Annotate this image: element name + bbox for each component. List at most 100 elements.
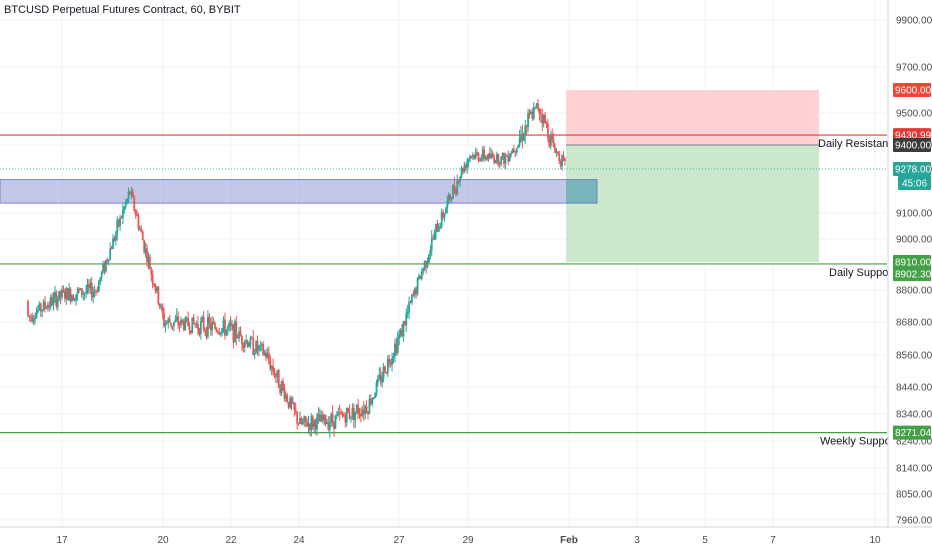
candle[interactable] — [362, 409, 365, 414]
candle[interactable] — [201, 316, 204, 321]
candle[interactable] — [71, 295, 73, 302]
candle[interactable] — [389, 362, 392, 365]
candle[interactable] — [447, 194, 450, 201]
candle[interactable] — [229, 322, 232, 326]
candle[interactable] — [556, 151, 559, 154]
candle[interactable] — [324, 415, 327, 424]
candle[interactable] — [367, 412, 369, 414]
candle[interactable] — [347, 408, 350, 413]
candle[interactable] — [262, 343, 265, 355]
candle[interactable] — [78, 289, 80, 291]
candle[interactable] — [551, 134, 554, 140]
candle[interactable] — [374, 393, 376, 398]
candle[interactable] — [473, 154, 476, 159]
candle[interactable] — [361, 409, 364, 417]
candle[interactable] — [293, 402, 296, 410]
candle[interactable] — [532, 107, 535, 119]
candle[interactable] — [75, 294, 78, 301]
candle[interactable] — [187, 317, 189, 326]
candle[interactable] — [103, 264, 106, 272]
candle[interactable] — [148, 256, 151, 269]
candle[interactable] — [178, 324, 181, 326]
candle[interactable] — [151, 274, 154, 284]
candle[interactable] — [273, 371, 276, 377]
candle[interactable] — [379, 374, 382, 383]
candle[interactable] — [215, 328, 218, 332]
candle[interactable] — [464, 165, 467, 168]
candle[interactable] — [250, 337, 253, 339]
candle[interactable] — [480, 157, 483, 161]
candle[interactable] — [420, 271, 423, 279]
candle[interactable] — [156, 286, 158, 292]
candle[interactable] — [110, 248, 113, 250]
candle[interactable] — [463, 165, 466, 172]
candle[interactable] — [199, 320, 202, 335]
candle[interactable] — [399, 329, 402, 335]
candle[interactable] — [350, 416, 352, 419]
candle[interactable] — [314, 420, 317, 430]
candle[interactable] — [248, 346, 250, 348]
candle[interactable] — [559, 161, 562, 167]
candle[interactable] — [265, 352, 267, 358]
candle[interactable] — [496, 154, 498, 161]
candle[interactable] — [191, 317, 194, 334]
candle[interactable] — [320, 414, 323, 422]
candle[interactable] — [501, 153, 504, 157]
candle[interactable] — [232, 324, 235, 343]
candle[interactable] — [477, 153, 480, 161]
candle[interactable] — [212, 321, 215, 325]
candle[interactable] — [72, 295, 75, 301]
candle[interactable] — [490, 153, 493, 158]
candle[interactable] — [289, 398, 291, 408]
candle[interactable] — [547, 124, 549, 139]
candle[interactable] — [105, 260, 107, 272]
candle[interactable] — [131, 191, 134, 198]
candle[interactable] — [184, 318, 187, 330]
candle[interactable] — [334, 415, 337, 429]
candle[interactable] — [467, 159, 470, 162]
candle[interactable] — [42, 301, 45, 310]
candle[interactable] — [483, 149, 486, 160]
candle[interactable] — [382, 366, 385, 379]
candle[interactable] — [524, 125, 527, 136]
candle[interactable] — [144, 248, 147, 253]
candle[interactable] — [275, 376, 277, 378]
candle[interactable] — [122, 209, 124, 218]
candle[interactable] — [535, 103, 538, 107]
candle[interactable] — [412, 294, 415, 296]
candle[interactable] — [542, 114, 545, 124]
candle[interactable] — [493, 157, 495, 163]
candle[interactable] — [235, 321, 238, 338]
candle[interactable] — [528, 112, 531, 115]
candle[interactable] — [331, 414, 334, 422]
candle[interactable] — [391, 357, 393, 365]
candle[interactable] — [182, 321, 185, 330]
candle[interactable] — [330, 414, 333, 423]
candle[interactable] — [365, 406, 368, 413]
candle[interactable] — [124, 201, 127, 207]
candle[interactable] — [368, 399, 371, 414]
candle[interactable] — [520, 133, 522, 139]
candle[interactable] — [41, 309, 44, 312]
candle[interactable] — [255, 341, 257, 353]
candle[interactable] — [147, 256, 150, 263]
candle[interactable] — [89, 283, 92, 288]
candle[interactable] — [518, 138, 521, 146]
candle[interactable] — [548, 138, 551, 147]
candle[interactable] — [39, 303, 42, 312]
candle[interactable] — [62, 289, 65, 292]
candle[interactable] — [531, 111, 534, 119]
candle[interactable] — [446, 200, 449, 209]
candle[interactable] — [484, 157, 487, 160]
candle[interactable] — [79, 288, 82, 291]
candle[interactable] — [497, 154, 500, 164]
candle[interactable] — [515, 147, 518, 153]
candle[interactable] — [204, 329, 206, 331]
candle[interactable] — [243, 341, 246, 348]
candle[interactable] — [65, 288, 68, 299]
candle[interactable] — [109, 248, 112, 260]
candle[interactable] — [508, 154, 511, 162]
candle[interactable] — [66, 288, 69, 301]
candle[interactable] — [498, 163, 501, 165]
